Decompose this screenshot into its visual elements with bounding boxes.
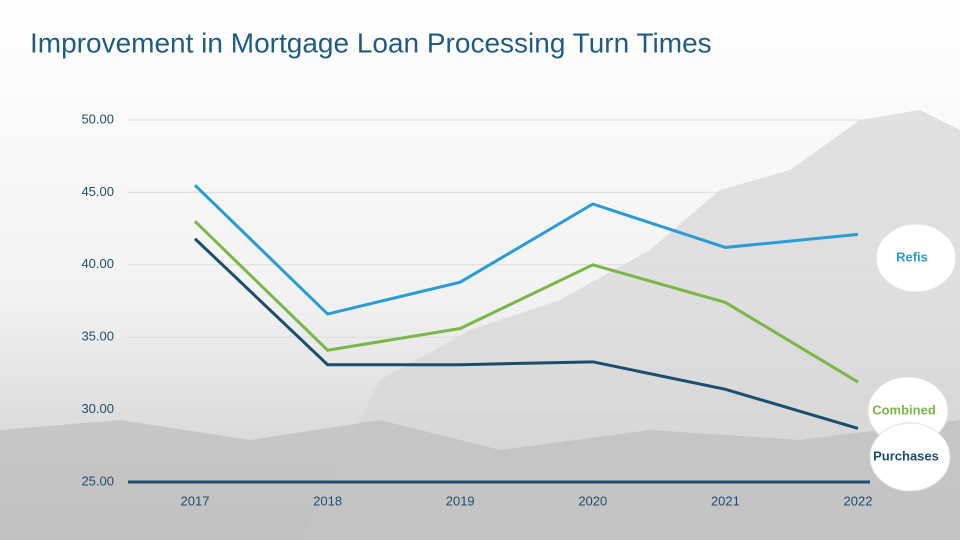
x-tick-label: 2019 [446,493,475,508]
trees-bg [0,420,960,540]
y-tick-label: 40.00 [81,256,114,271]
y-tick-label: 50.00 [81,111,114,126]
chart-title: Improvement in Mortgage Loan Processing … [30,27,712,58]
legend-label: Purchases [873,448,939,463]
legend-label: Refis [896,249,928,264]
series-line [193,184,859,316]
y-tick-label: 35.00 [81,329,114,344]
mountain-bg [300,110,960,540]
label-bubble [875,223,957,293]
series-line [193,220,859,384]
series-line [193,237,859,430]
x-tick-label: 2021 [711,493,740,508]
x-tick-label: 2022 [844,493,873,508]
y-tick-label: 30.00 [81,401,114,416]
label-bubble [869,422,951,492]
x-tick-label: 2018 [313,493,342,508]
x-tick-label: 2020 [578,493,607,508]
y-tick-label: 45.00 [81,184,114,199]
x-tick-label: 2017 [181,493,210,508]
legend-label: Combined [872,402,936,417]
y-tick-label: 25.00 [81,473,114,488]
